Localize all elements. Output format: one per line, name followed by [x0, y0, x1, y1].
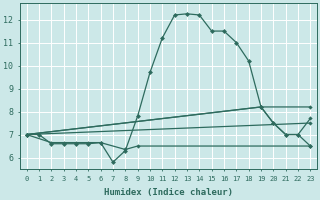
- X-axis label: Humidex (Indice chaleur): Humidex (Indice chaleur): [104, 188, 233, 197]
